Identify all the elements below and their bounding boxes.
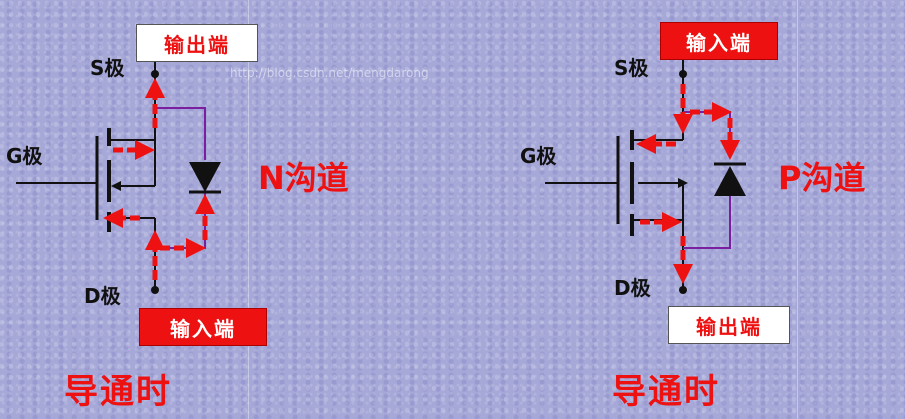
left-gate-label: G极 — [6, 144, 43, 168]
bypass-wire — [155, 107, 206, 160]
bypass-wire — [155, 192, 206, 249]
left-caption: 导通时 — [64, 372, 172, 412]
right-gate-label: G极 — [520, 144, 557, 168]
p-channel-mosfet — [545, 60, 746, 294]
right-caption: 导通时 — [612, 372, 720, 412]
right-input-terminal-box: 输入端 — [660, 22, 778, 60]
diode-symbol — [714, 166, 746, 196]
right-output-terminal-box: 输出端 — [668, 306, 790, 344]
source-terminal-dot — [679, 70, 687, 78]
watermark: http://blog.csdn.net/mengdarong — [230, 66, 429, 80]
left-output-terminal-box: 输出端 — [136, 24, 258, 62]
panel-divider-left — [248, 0, 249, 419]
source-terminal-dot — [151, 70, 159, 78]
left-source-label: S极 — [90, 56, 125, 80]
n-channel-mosfet — [16, 60, 221, 294]
left-drain-label: D极 — [84, 284, 121, 308]
left-input-terminal-box: 输入端 — [139, 308, 267, 346]
diode-symbol — [189, 162, 221, 192]
bypass-wire — [683, 196, 731, 249]
right-source-label: S极 — [614, 56, 649, 80]
left-channel-label: N沟道 — [258, 159, 349, 197]
right-drain-label: D极 — [614, 276, 651, 300]
drain-terminal-dot — [679, 286, 687, 294]
panel-divider-right — [797, 0, 798, 419]
drain-terminal-dot — [151, 286, 159, 294]
bypass-wire — [683, 111, 731, 158]
right-channel-label: P沟道 — [778, 159, 866, 197]
